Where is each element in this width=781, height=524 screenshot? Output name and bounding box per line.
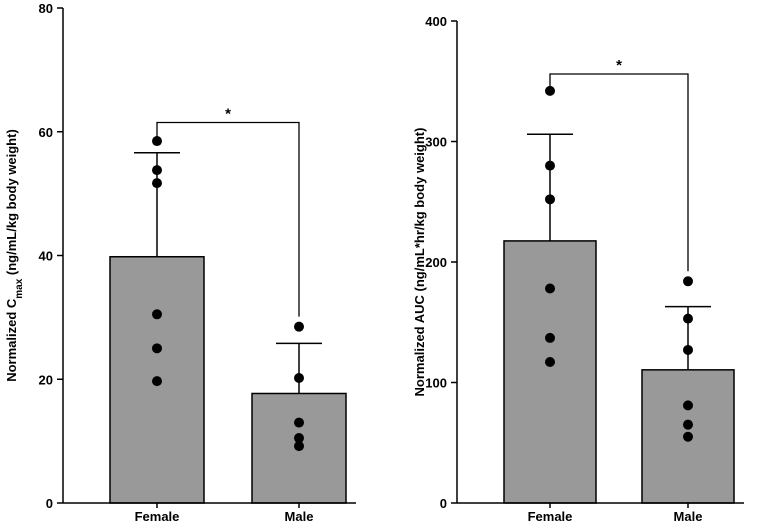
chart-2: * 0 100 200 300 400 Female Male Normalized AUC (… — [412, 14, 744, 524]
y-tick-label: 200 — [425, 255, 447, 270]
x-tick-label: Female — [135, 509, 180, 524]
y-tick-label: 20 — [39, 372, 53, 387]
data-point-male-2 — [683, 313, 693, 324]
data-point-male-4 — [683, 400, 693, 411]
data-point-male-3 — [294, 417, 304, 428]
y-axis-title: Normalized AUC (ng/mL*hr/kg body weight) — [412, 128, 427, 397]
data-point-female-1 — [152, 136, 162, 147]
data-point-male-2 — [294, 373, 304, 384]
y-tick-label: 0 — [440, 496, 447, 511]
data-point-male-5 — [294, 441, 304, 452]
significance-label: * — [225, 105, 231, 122]
chart-1: * 0 20 40 60 80 Female Male Normalized Cmax (ng/… — [4, 1, 356, 524]
significance-label: * — [616, 57, 622, 74]
y-tick-label: 100 — [425, 376, 447, 391]
data-point-female-2 — [152, 165, 162, 176]
data-point-male-4 — [294, 433, 304, 444]
data-point-male-5 — [683, 419, 693, 430]
y-tick-label: 300 — [425, 135, 447, 150]
data-point-female-2 — [545, 160, 555, 171]
bar-female — [503, 240, 597, 504]
y-tick-label: 60 — [39, 125, 53, 140]
y-axis-title: Normalized Cmax (ng/mL/kg body weight) — [4, 129, 25, 382]
y-tick-label: 40 — [39, 249, 53, 264]
y-tick-label: 400 — [425, 14, 447, 29]
x-tick-label: Male — [285, 509, 314, 524]
data-point-female-6 — [545, 357, 555, 368]
data-point-male-1 — [683, 276, 693, 287]
data-point-female-4 — [152, 309, 162, 320]
data-point-female-3 — [545, 194, 555, 205]
y-tick-label: 80 — [39, 1, 53, 16]
data-point-female-3 — [152, 178, 162, 189]
data-point-female-5 — [545, 332, 555, 343]
significance-bracket — [549, 73, 689, 272]
data-point-male-3 — [683, 344, 693, 355]
data-point-female-5 — [152, 343, 162, 354]
data-point-male-1 — [294, 321, 304, 332]
data-point-female-4 — [545, 283, 555, 294]
significance-bracket — [156, 121, 300, 317]
x-tick-label: Female — [528, 509, 573, 524]
data-point-female-6 — [152, 376, 162, 387]
y-tick-label: 0 — [46, 496, 53, 511]
data-point-male-6 — [683, 431, 693, 442]
x-tick-label: Male — [674, 509, 703, 524]
data-point-female-1 — [545, 85, 555, 96]
